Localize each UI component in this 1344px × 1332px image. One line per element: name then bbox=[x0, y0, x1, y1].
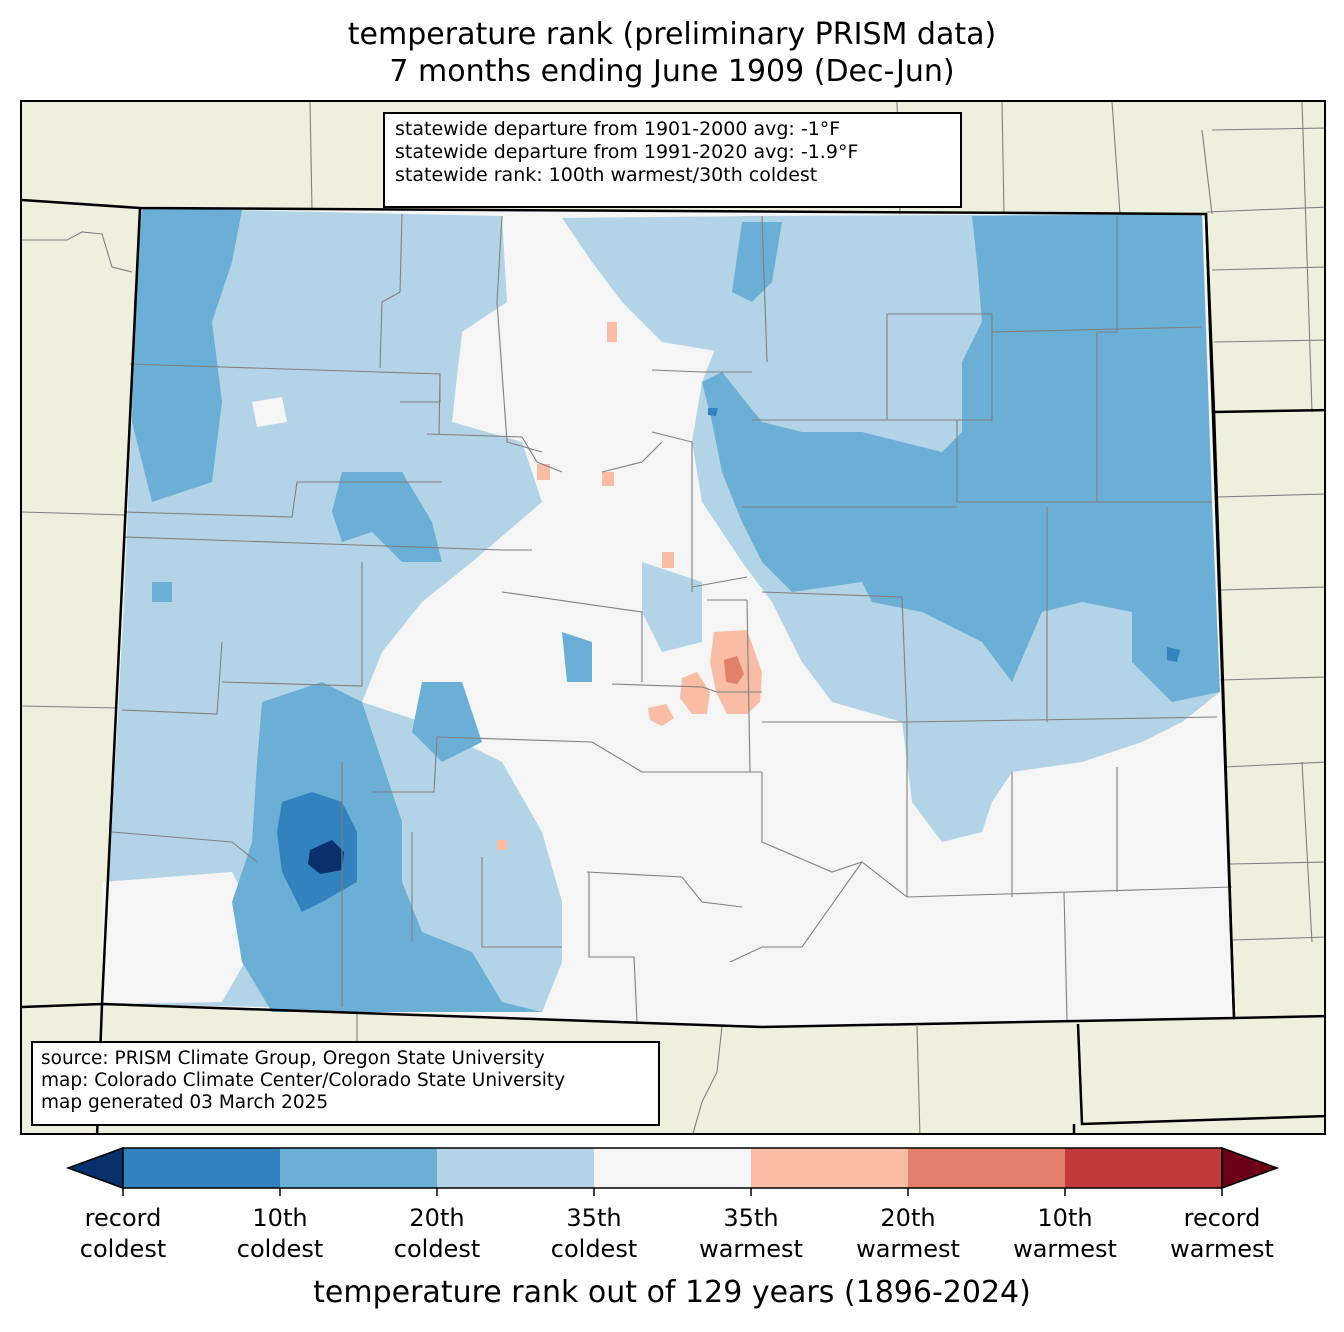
statewide-stats-box: statewide departure from 1901-2000 avg: … bbox=[383, 112, 962, 208]
colorbar-tick-label: record coldest bbox=[79, 1204, 167, 1263]
map-title-line-2: 7 months ending June 1909 (Dec-Jun) bbox=[389, 54, 955, 89]
generated-date-line: map generated 03 March 2025 bbox=[41, 1092, 329, 1113]
near-normal-holes bbox=[102, 332, 642, 1004]
colorbar-segment-10th-to-20th-coldest bbox=[280, 1148, 437, 1188]
source-line: source: PRISM Climate Group, Oregon Stat… bbox=[41, 1048, 545, 1069]
stats-rank: statewide rank: 100th warmest/30th colde… bbox=[395, 164, 818, 186]
colorbar-tick-marks bbox=[122, 1188, 1223, 1196]
colorbar-segment-20th-to-10th-warmest bbox=[908, 1148, 1065, 1188]
colorbar-segment-10th-to-record-warmest bbox=[1065, 1148, 1222, 1188]
stats-departure-1991-2020: statewide departure from 1991-2020 avg: … bbox=[395, 141, 859, 163]
colorbar-tick-label: 10th warmest bbox=[1013, 1204, 1117, 1263]
map-credit-line: map: Colorado Climate Center/Colorado St… bbox=[41, 1070, 566, 1091]
colorbar-tick-label: 20th warmest bbox=[856, 1204, 960, 1263]
colorbar-segment-20th-to-35th-coldest bbox=[437, 1148, 594, 1188]
colorado-temperature-rank-map bbox=[22, 102, 1324, 1133]
medium-blue-regions bbox=[132, 208, 1220, 1012]
colorbar-tick-label: 35th warmest bbox=[699, 1204, 803, 1263]
below-record-cold-region bbox=[308, 840, 344, 874]
county-lines bbox=[111, 213, 1233, 1023]
colorbar-tick-label: 35th coldest bbox=[550, 1204, 638, 1263]
colorbar-segment-record-to-10th-coldest bbox=[123, 1148, 280, 1188]
colorbar-tick-label: 10th coldest bbox=[236, 1204, 324, 1263]
colorbar-segment-35th-to-20th-warmest bbox=[751, 1148, 908, 1188]
colorbar-outline bbox=[122, 1147, 1223, 1189]
source-credit-box: source: PRISM Climate Group, Oregon Stat… bbox=[31, 1041, 660, 1126]
warm-medium-region bbox=[724, 656, 744, 684]
colorbar bbox=[65, 1146, 1280, 1196]
stats-departure-1901-2000: statewide departure from 1901-2000 avg: … bbox=[395, 118, 841, 140]
colorbar-warm-extension bbox=[1221, 1146, 1280, 1190]
colorbar-cold-extension bbox=[65, 1146, 124, 1190]
map-title-line-1: temperature rank (preliminary PRISM data… bbox=[347, 17, 997, 52]
state-borders bbox=[22, 198, 1324, 1133]
map-panel bbox=[20, 100, 1326, 1135]
colorbar-tick-label: record warmest bbox=[1170, 1204, 1274, 1263]
colorbar-segment-near-normal bbox=[594, 1148, 751, 1188]
colorbar-axis-label: temperature rank out of 129 years (1896-… bbox=[313, 1275, 1031, 1310]
colorbar-tick-label: 20th coldest bbox=[393, 1204, 481, 1263]
neighbor-county-lines bbox=[22, 102, 1324, 1133]
